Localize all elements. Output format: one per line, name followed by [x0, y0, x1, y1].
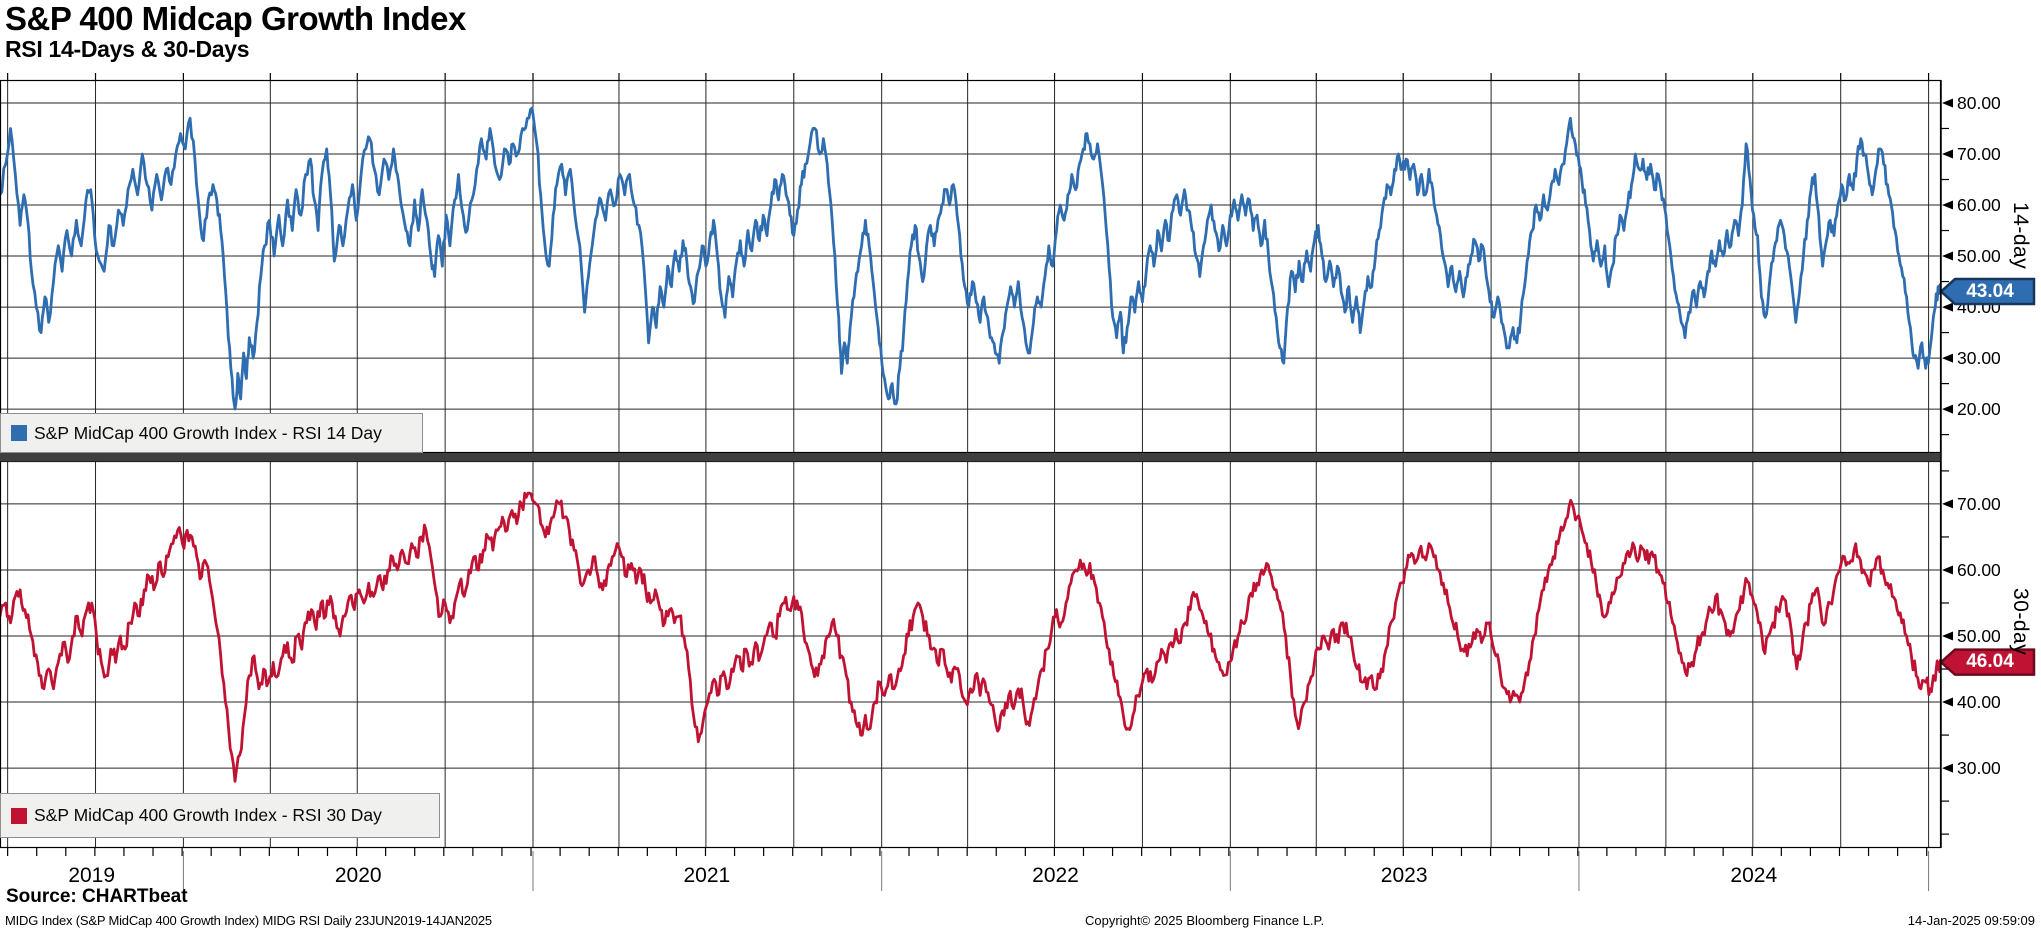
x-axis-year-band: 2019 2020 2021 2022 2023 2024	[68, 851, 1930, 891]
y-tick-label: 40.00	[1957, 692, 2001, 712]
legend-rsi-14-day[interactable]: S&P MidCap 400 Growth Index - RSI 14 Day	[0, 413, 423, 453]
y-tick-label: 70.00	[1957, 494, 2001, 514]
y-tick-label: 30.00	[1957, 348, 2001, 368]
x-axis-year-label: 2020	[335, 864, 382, 887]
footer-timestamp: 14-Jan-2025 09:59:09	[1907, 913, 2035, 928]
series-line-14-day	[0, 106, 1941, 411]
last-value-badge-shape-1	[1939, 648, 2036, 676]
x-axis-year-label: 2021	[684, 864, 731, 887]
y-tick-label: 60.00	[1957, 560, 2001, 580]
y-tick-label: 80.00	[1957, 93, 2001, 113]
x-axis-year-label: 2024	[1730, 864, 1777, 887]
source-note: Source: CHARTbeat	[6, 886, 188, 907]
legend-label: S&P MidCap 400 Growth Index - RSI 30 Day	[34, 805, 382, 825]
page-subtitle: RSI 14-Days & 30-Days	[5, 36, 250, 62]
y-tick-label: 70.00	[1957, 144, 2001, 164]
legend-label: S&P MidCap 400 Growth Index - RSI 14 Day	[34, 422, 382, 443]
y-tick-label: 50.00	[1957, 626, 2001, 646]
y-tick-label: 60.00	[1957, 195, 2001, 215]
last-value-badge-shape-0	[1939, 277, 2036, 306]
footer-strip: MIDG Index (S&P MidCap 400 Growth Index)…	[0, 911, 2041, 931]
panel-divider[interactable]	[0, 453, 1941, 462]
x-axis-year-label: 2023	[1381, 864, 1428, 887]
last-value-badge-14-day: 43.04	[1966, 281, 2014, 302]
axis-label-30-day: 30-day	[2009, 588, 2032, 656]
legend-swatch-blue	[11, 425, 27, 441]
x-axis-year-label: 2022	[1032, 864, 1079, 887]
gridlines-panel-1	[0, 461, 1941, 848]
y-tick-label: 50.00	[1957, 246, 2001, 266]
last-value-badge-30-day: 46.04	[1966, 651, 2014, 672]
axis-label-14-day: 14-day	[2009, 202, 2032, 270]
legend-swatch-red	[11, 807, 27, 824]
footer-ticker-note: MIDG Index (S&P MidCap 400 Growth Index)…	[5, 913, 492, 928]
x-axis-month-ticks	[7, 848, 1928, 856]
top-axis-ticks	[7, 73, 1930, 80]
y-tick-label: 20.00	[1957, 399, 2001, 419]
x-axis-year-label: 2019	[68, 864, 115, 887]
page-title: S&P 400 Midcap Growth Index	[5, 0, 466, 37]
gridlines-panel-0	[0, 80, 1941, 453]
panel-frame-1	[0, 460, 1942, 849]
panel-frame-0	[0, 79, 1942, 454]
y-axis-panel-1: 30.00 40.00 50.00 60.00 70.00	[1941, 470, 2001, 835]
series-line-30-day	[0, 491, 1941, 783]
footer-copyright: Copyright© 2025 Bloomberg Finance L.P.	[1085, 913, 1325, 928]
y-tick-label: 30.00	[1957, 758, 2001, 778]
legend-rsi-30-day[interactable]: S&P MidCap 400 Growth Index - RSI 30 Day	[0, 793, 440, 838]
